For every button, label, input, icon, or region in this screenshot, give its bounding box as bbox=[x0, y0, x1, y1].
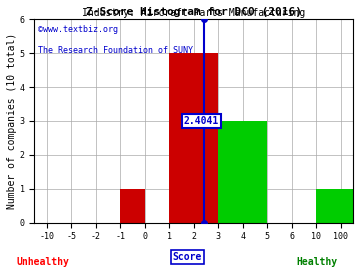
Text: The Research Foundation of SUNY: The Research Foundation of SUNY bbox=[38, 46, 193, 55]
Bar bbox=[316, 189, 360, 223]
Text: Industry: Aircraft Parts Manufacturing: Industry: Aircraft Parts Manufacturing bbox=[82, 8, 305, 18]
Bar bbox=[120, 189, 145, 223]
Y-axis label: Number of companies (10 total): Number of companies (10 total) bbox=[7, 33, 17, 209]
Bar bbox=[218, 121, 267, 223]
Text: ©www.textbiz.org: ©www.textbiz.org bbox=[38, 25, 118, 34]
Text: 2.4041: 2.4041 bbox=[184, 116, 219, 126]
Text: Score: Score bbox=[172, 252, 202, 262]
Text: Unhealthy: Unhealthy bbox=[17, 257, 69, 267]
Bar bbox=[169, 53, 218, 223]
Title: Z-Score Histogram for DCO (2016): Z-Score Histogram for DCO (2016) bbox=[86, 7, 302, 17]
Text: Healthy: Healthy bbox=[296, 257, 337, 267]
